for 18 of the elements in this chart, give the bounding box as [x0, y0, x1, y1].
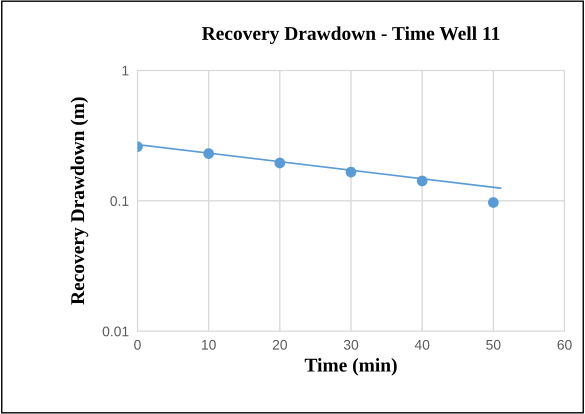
- point: [346, 166, 356, 178]
- x-tick-label: 50: [486, 340, 501, 350]
- y-axis-title: Recovery Drawdown (m): [70, 97, 88, 305]
- x-tick-label: 10: [202, 340, 216, 350]
- x-tick-label: 40: [414, 340, 430, 350]
- point: [416, 176, 428, 186]
- point: [274, 158, 286, 168]
- y-tick-label: 1: [122, 66, 128, 76]
- point: [203, 148, 214, 159]
- chart-title: Recovery Drawdown - Time Well 11: [202, 26, 500, 44]
- point: [488, 197, 499, 208]
- x-tick-label: 30: [344, 340, 358, 350]
- y-tick-label: 0.1: [110, 196, 128, 206]
- x-tick-label: 60: [558, 340, 572, 350]
- y-tick-label: 0.01: [102, 326, 128, 336]
- x-axis-title: Time (min): [304, 358, 397, 376]
- x-tick-label: 20: [272, 340, 288, 350]
- x-tick-label: 0: [134, 340, 141, 350]
